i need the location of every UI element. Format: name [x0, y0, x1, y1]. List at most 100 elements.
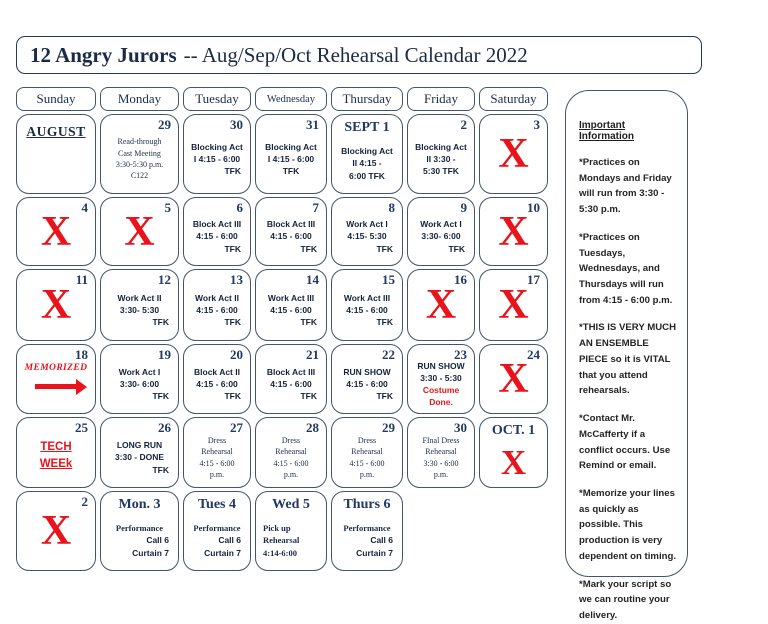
day-number: OCT. 1 — [491, 423, 536, 438]
calendar-cell-oct-1: OCT. 1 X — [479, 417, 548, 488]
event-line: 3:30- 6:00 — [421, 231, 461, 242]
event-line: Curtain 7 — [204, 547, 241, 558]
event-details: Work Act III 4:15 - 6:00 TFK — [260, 272, 322, 338]
tech-week-label: TECH WEEk — [21, 420, 91, 485]
event-line: RUN SHOW — [417, 360, 465, 371]
day-number: 19 — [158, 347, 171, 362]
calendar-cell-13: 13 Work Act II 4:15 - 6:00 TFK — [183, 269, 251, 341]
no-rehearsal-x-marker: X — [498, 282, 529, 328]
event-line: Blocking Act — [341, 146, 393, 157]
event-line: I 4:15 - 6:00 — [193, 153, 241, 164]
event-line: 4:15 - 6:00 — [346, 304, 388, 315]
calendar-cell-21: 21 Block Act III 4:15 - 6:00 TFK — [255, 344, 327, 414]
rehearsal-calendar-page: 12 Angry Jurors -- Aug/Sep/Oct Rehearsal… — [16, 36, 702, 621]
day-number: 13 — [230, 272, 243, 287]
event-line: TFK — [152, 464, 169, 475]
event-line: Rehearsal — [275, 447, 307, 457]
calendar-cell-9: 9 Work Act I 3:30- 6:00 TFK — [407, 197, 475, 266]
event-line: Performance — [115, 523, 164, 534]
day-number: 29 — [382, 420, 395, 435]
empty-slot — [479, 491, 548, 571]
event-details: RUN SHOW 4:15 - 6:00 TFK — [336, 347, 398, 411]
event-line: 4:15 - 6:00 — [273, 458, 309, 468]
day-header-saturday: Saturday — [479, 87, 548, 111]
day-number: 2 — [81, 494, 89, 509]
event-line: 3:30 - 6:00 — [423, 458, 459, 468]
calendar-cell-august: AUGUST — [16, 114, 96, 194]
calendar-cell-wed-5: Wed 5 Pick up Rehearsal 4:14-6:00 — [255, 491, 327, 571]
no-rehearsal-x-marker: X — [40, 282, 72, 328]
calendar-cell-tues-4: Tues 4 Performance Call 6 Curtain 7 — [183, 491, 251, 571]
day-number: SEPT 1 — [344, 120, 390, 135]
event-line: p.m. — [209, 469, 225, 479]
event-line: 4:15 - 6:00 — [270, 304, 312, 315]
day-header-sunday: Sunday — [16, 87, 96, 111]
event-line: 4:15 - 6:00 — [199, 458, 235, 468]
day-number: 15 — [382, 272, 395, 287]
calendar-cell-thurs-6: Thurs 6 Performance Call 6 Curtain 7 — [331, 491, 403, 571]
day-number: Thurs 6 — [343, 497, 391, 512]
calendar-cell-28: 28 Dress Rehearsal 4:15 - 6:00 p.m. — [255, 417, 327, 488]
event-line: 3:30 - 5:30 — [420, 372, 462, 383]
event-details: Blocking Act II 3:30 - 5:30 TFK — [412, 117, 470, 191]
event-line: Costume — [422, 385, 460, 395]
event-line: I 4:15 - 6:00 — [267, 153, 315, 164]
day-number: 17 — [527, 272, 540, 287]
event-line: Block Act III — [192, 219, 242, 230]
calendar-grid: Sunday Monday Tuesday Wednesday Thursday Frid… — [16, 87, 548, 571]
calendar-cell-2: 2 Blocking Act II 3:30 - 5:30 TFK — [407, 114, 475, 194]
calendar-cell-14: 14 Work Act III 4:15 - 6:00 TFK — [255, 269, 327, 341]
event-line: TFK — [224, 317, 241, 328]
right-arrow-icon — [35, 378, 87, 395]
event-line: 4:14-6:00 — [263, 547, 297, 558]
tech-week-line: WEEk — [39, 458, 73, 470]
calendar-cell-24: 24 X — [479, 344, 548, 414]
event-line: Work Act I — [346, 219, 388, 230]
no-rehearsal-x-marker: X — [500, 442, 527, 482]
event-line: Work Act III — [267, 292, 315, 303]
no-rehearsal-x-marker: X — [498, 131, 529, 177]
calendar-cell-25: 25 TECH WEEk — [16, 417, 96, 488]
day-number: 29 — [158, 117, 171, 132]
calendar-cell-31: 31 Blocking Act I 4:15 - 6:00 TFK — [255, 114, 327, 194]
event-details: Work Act II 3:30- 5:30 TFK — [105, 272, 174, 338]
event-line: 6:00 TFK — [349, 170, 385, 181]
show-name: 12 Angry Jurors — [30, 42, 177, 67]
event-line: Block Act II — [194, 366, 240, 377]
event-line: TFK — [300, 243, 317, 254]
event-line: II 4:15 - — [352, 158, 382, 169]
day-number: 8 — [388, 200, 396, 215]
calendar-cell-6: 6 Block Act III 4:15 - 6:00 TFK — [183, 197, 251, 266]
important-info-panel: Important Information *Practices on Mond… — [565, 90, 688, 621]
day-number: 31 — [306, 117, 319, 132]
event-details: Work Act III 4:15 - 6:00 TFK — [336, 272, 398, 338]
event-line: Rehearsal — [201, 447, 233, 457]
event-line: Curtain 7 — [132, 547, 169, 558]
day-number: 9 — [460, 200, 468, 215]
event-line: Call 6 — [370, 535, 393, 546]
calendar-cell-19: 19 Work Act I 3:30- 6:00 TFK — [100, 344, 179, 414]
event-details: Performance Call 6 Curtain 7 — [336, 513, 398, 568]
sidebar-heading: Important Information — [579, 120, 634, 142]
event-details: Performance Call 6 Curtain 7 — [188, 513, 246, 568]
event-line: TFK — [282, 166, 300, 177]
title-subtitle: -- Aug/Sep/Oct Rehearsal Calendar 2022 — [183, 42, 528, 67]
event-line: TFK — [376, 243, 393, 254]
event-line: Performance — [343, 523, 391, 534]
event-details: Block Act II 4:15 - 6:00 TFK — [188, 347, 246, 411]
event-line: 4:15 - 6:00 — [270, 378, 312, 389]
event-line: TFK — [152, 391, 169, 402]
day-header-tuesday: Tuesday — [183, 87, 251, 111]
day-number: 26 — [158, 420, 171, 435]
event-line: p.m. — [283, 469, 299, 479]
day-number: 7 — [312, 200, 320, 215]
event-details: Work Act II 4:15 - 6:00 TFK — [188, 272, 246, 338]
event-details: Dress Rehearsal 4:15 - 6:00 p.m. — [260, 420, 322, 485]
day-number: 2 — [460, 117, 468, 132]
info-note: *Mark your script so we can routine your… — [579, 578, 672, 621]
day-number: 12 — [158, 272, 171, 287]
event-line: Performance — [193, 523, 241, 534]
calendar-cell-7: 7 Block Act III 4:15 - 6:00 TFK — [255, 197, 327, 266]
